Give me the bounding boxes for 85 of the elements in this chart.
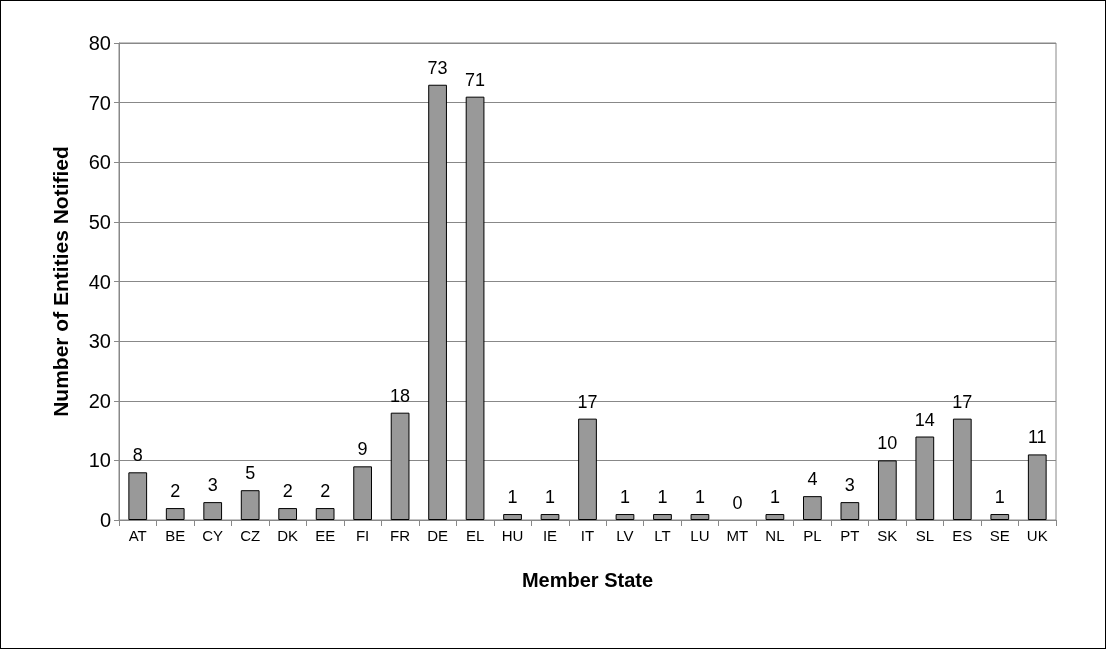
y-tick-label: 50 — [88, 210, 111, 233]
data-label: 3 — [844, 475, 855, 496]
data-label: 1 — [545, 487, 556, 508]
x-tick-label: SK — [877, 527, 898, 544]
data-label: 1 — [769, 487, 780, 508]
y-axis-title: Number of Entities Notified — [49, 146, 72, 417]
x-tick-label: DE — [427, 527, 448, 544]
data-label: 18 — [390, 385, 411, 406]
x-tick-label: SE — [989, 527, 1010, 544]
x-tick-label: UK — [1026, 527, 1048, 544]
y-tick-label: 0 — [99, 509, 111, 531]
y-tick-label: 80 — [88, 32, 111, 54]
bar — [315, 508, 335, 520]
x-tick-label: ES — [952, 527, 973, 544]
data-label: 17 — [577, 391, 598, 412]
x-tick-label: IE — [542, 527, 558, 544]
x-tick-label: PT — [840, 527, 860, 544]
y-tick-label: 60 — [88, 151, 111, 174]
x-tick-label: LT — [654, 527, 671, 544]
x-tick-label: SL — [915, 527, 934, 544]
data-label: 9 — [357, 439, 368, 460]
bar — [278, 508, 298, 520]
bar — [653, 514, 672, 520]
bar — [503, 514, 522, 520]
bar — [840, 502, 860, 520]
bar — [353, 466, 372, 520]
data-label: 1 — [657, 487, 668, 508]
x-tick-label: BE — [165, 527, 186, 544]
data-label: 4 — [807, 469, 818, 490]
bar — [877, 460, 897, 520]
x-axis-title: Member State — [521, 569, 654, 591]
bar — [578, 418, 597, 520]
data-label: 1 — [507, 487, 518, 508]
data-label: 0 — [732, 493, 743, 513]
bar — [128, 472, 148, 520]
y-tick-label: 40 — [88, 270, 111, 293]
y-tick-label: 10 — [88, 449, 111, 472]
x-tick-label: IT — [580, 527, 595, 544]
data-label: 11 — [1027, 427, 1047, 448]
data-label: 14 — [914, 409, 935, 430]
data-label: 2 — [170, 481, 181, 502]
x-tick-label: FI — [355, 527, 370, 544]
x-tick-label: LV — [616, 527, 634, 544]
x-tick-label: DK — [277, 527, 299, 544]
data-label: 1 — [694, 487, 705, 508]
x-tick-label: LU — [690, 527, 710, 544]
data-label: 10 — [877, 433, 898, 454]
data-label: 73 — [427, 57, 448, 78]
bar — [540, 514, 560, 520]
x-tick-label: MT — [726, 527, 749, 544]
data-label: 1 — [994, 487, 1005, 508]
bar — [390, 412, 410, 520]
bar — [428, 84, 447, 520]
x-tick-label: AT — [128, 527, 147, 544]
x-tick-label: CY — [202, 527, 224, 544]
x-tick-label: NL — [765, 527, 785, 544]
bar — [465, 96, 485, 520]
x-tick-label: EL — [465, 527, 485, 544]
bar — [203, 502, 223, 520]
bar — [915, 436, 935, 520]
y-tick-label: 70 — [88, 91, 111, 114]
x-tick-label: FR — [390, 527, 411, 544]
bar — [240, 490, 260, 520]
data-label: 3 — [207, 475, 218, 496]
data-label: 1 — [619, 487, 630, 508]
data-label: 17 — [952, 391, 973, 412]
x-tick-label: CZ — [240, 527, 261, 544]
bar — [952, 418, 972, 520]
x-tick-label: HU — [501, 527, 524, 544]
bar — [803, 496, 822, 520]
bar — [990, 514, 1010, 520]
bar — [765, 514, 785, 520]
bar — [1027, 454, 1047, 520]
bar — [165, 508, 185, 520]
y-tick-label: 20 — [88, 389, 111, 412]
data-label: 2 — [282, 481, 293, 502]
bar — [690, 514, 710, 520]
data-label: 5 — [245, 463, 256, 484]
x-tick-label: PL — [803, 527, 822, 544]
y-tick-label: 30 — [88, 330, 111, 353]
data-label: 2 — [320, 481, 331, 502]
bar — [615, 514, 635, 520]
data-label: 71 — [465, 69, 486, 90]
x-tick-label: EE — [315, 527, 336, 544]
data-label: 8 — [132, 445, 143, 466]
